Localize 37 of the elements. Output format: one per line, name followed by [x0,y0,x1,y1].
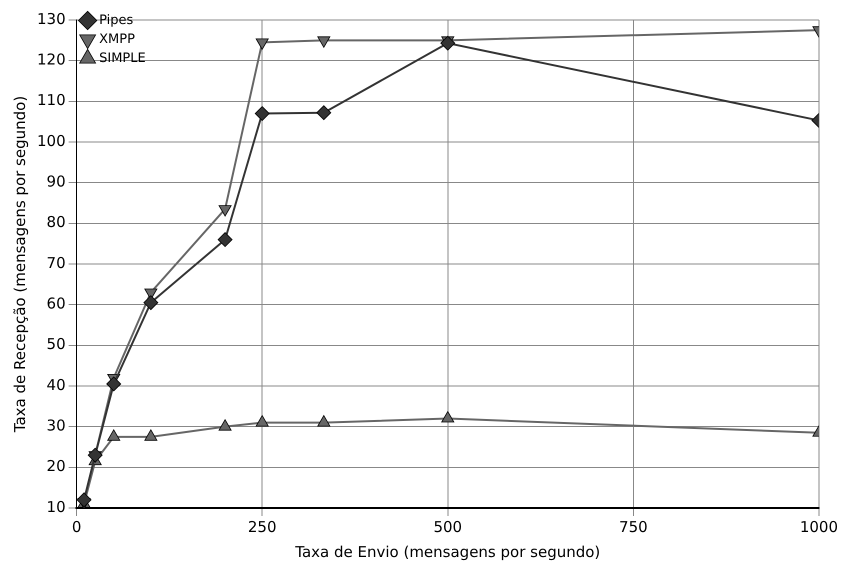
x-axis-title: Taxa de Envio (mensagens por segundo) [294,542,600,561]
y-tick-label: 60 [46,294,66,313]
legend-label: Pipes [99,12,134,28]
y-tick-label: 40 [46,376,66,394]
point [107,429,120,441]
point [317,36,330,48]
point [317,415,330,426]
point [144,429,158,441]
point [218,232,232,247]
point [143,295,158,310]
point [218,419,232,431]
y-axis-title: Taxa de Recepção (mensagens por segundo) [10,96,29,434]
y-tick-label: 110 [36,91,66,110]
y-tick-label: 20 [46,457,66,476]
point [254,106,270,121]
x-tick-label: 0 [72,518,82,536]
x-tick-label: 1000 [800,518,838,536]
point [441,411,454,422]
y-tick-label: 120 [36,50,66,69]
legend-label: XMPP [99,32,136,47]
y-tick-label: 50 [46,335,66,354]
y-tick-label: 70 [46,254,66,272]
y-tick-label: 80 [46,213,66,232]
y-tick-label: 10 [46,498,66,516]
point [256,415,269,426]
legend-label: SIMPLE [99,50,146,66]
y-tick-label: 100 [36,132,66,150]
y-tick-label: 30 [46,416,66,435]
point [316,105,332,120]
x-tick-label: 250 [248,518,277,536]
y-tick-label: 90 [46,172,66,191]
x-tick-label: 750 [619,518,648,536]
x-tick-label: 500 [433,518,462,536]
point [106,376,122,392]
point [256,38,269,50]
point [440,36,456,51]
y-tick-label: 130 [36,10,66,28]
